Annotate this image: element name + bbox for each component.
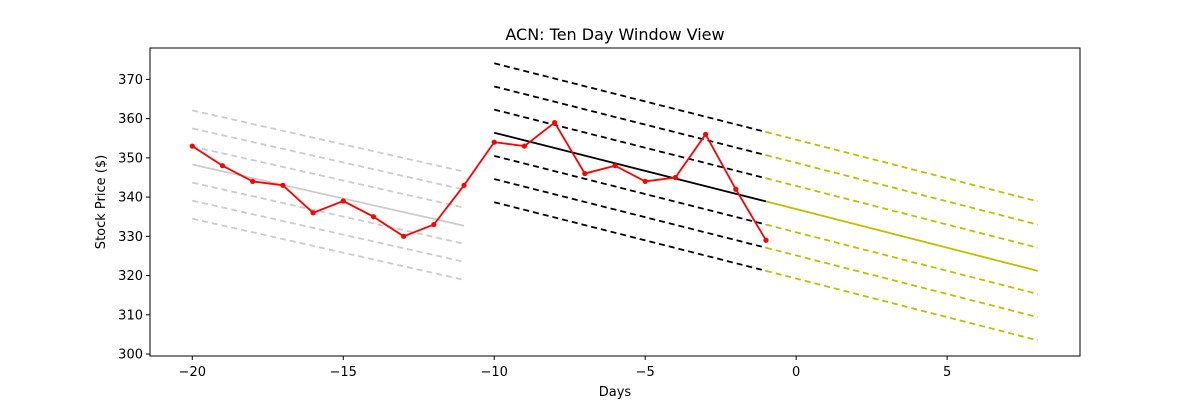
price-point: [733, 186, 739, 192]
y-axis: 300 310 320 330 340 350 360 370: [118, 73, 150, 363]
price-point: [461, 182, 467, 188]
y-tick-label: 300: [118, 348, 143, 363]
x-tick-label: −5: [636, 365, 655, 380]
past_window-band-line-2: [192, 181, 465, 245]
price-point: [672, 174, 678, 181]
price-point: [310, 210, 316, 216]
forecast-band-line-4: [765, 154, 1038, 226]
y-tick-label: 310: [118, 308, 143, 323]
current_window-band-line-2: [494, 155, 767, 226]
forecast-trend-line: [765, 200, 1038, 272]
plot-area: [189, 62, 1038, 342]
past_window-band-line-1: [192, 199, 465, 263]
y-axis-label: Stock Price ($): [94, 155, 109, 249]
price-point: [582, 170, 588, 177]
x-tick-label: −20: [179, 365, 206, 380]
current_window-band-line-4: [494, 85, 767, 156]
current_window-band-line-3: [494, 108, 767, 180]
y-tick-label: 360: [118, 112, 143, 127]
price-point: [763, 237, 769, 243]
price-point: [370, 214, 377, 220]
forecast-band-line-3: [765, 177, 1038, 249]
price-point: [612, 163, 618, 169]
price-point: [250, 178, 256, 185]
plot-frame: [149, 47, 1081, 357]
x-tick-label: 0: [792, 365, 800, 380]
price-line: [191, 121, 767, 241]
price-point: [219, 163, 226, 169]
price-point: [702, 131, 709, 137]
forecast-band-line-0: [765, 269, 1038, 342]
x-tick-label: −15: [330, 365, 357, 380]
x-axis-label: Days: [599, 385, 632, 400]
y-tick-label: 370: [118, 73, 143, 88]
price-point: [521, 143, 528, 149]
y-tick-label: 350: [118, 151, 143, 166]
y-tick-label: 320: [118, 269, 143, 284]
price-point: [431, 221, 437, 228]
forecast-band-line-2: [765, 223, 1038, 295]
current_window-band-line-1: [494, 178, 767, 249]
past_window-band-line-0: [192, 217, 465, 281]
x-tick-label: 5: [943, 365, 951, 380]
forecast-band-line-5: [765, 131, 1038, 203]
price-point: [552, 119, 558, 126]
forecast-band-line-1: [765, 246, 1038, 319]
price-point: [340, 198, 346, 204]
past_window-band-line-3: [192, 145, 465, 209]
price-point: [642, 178, 648, 185]
price-point: [491, 139, 497, 145]
current_window-band-line-5: [494, 62, 767, 133]
past_window-band-line-5: [192, 109, 465, 173]
y-tick-label: 330: [118, 230, 143, 245]
price-point: [280, 182, 286, 188]
past_window-band-line-4: [192, 127, 465, 191]
x-axis: −20 −15 −10 −5 0 5: [179, 356, 951, 380]
current_window-band-line-0: [494, 201, 767, 272]
price-point: [189, 143, 195, 149]
price-point: [401, 233, 407, 239]
current_window-trend-line: [494, 131, 767, 203]
y-tick-label: 340: [118, 191, 143, 206]
x-tick-label: −10: [481, 365, 508, 380]
chart-title: ACN: Ten Day Window View: [505, 25, 724, 44]
past_window-trend-line: [192, 163, 465, 227]
